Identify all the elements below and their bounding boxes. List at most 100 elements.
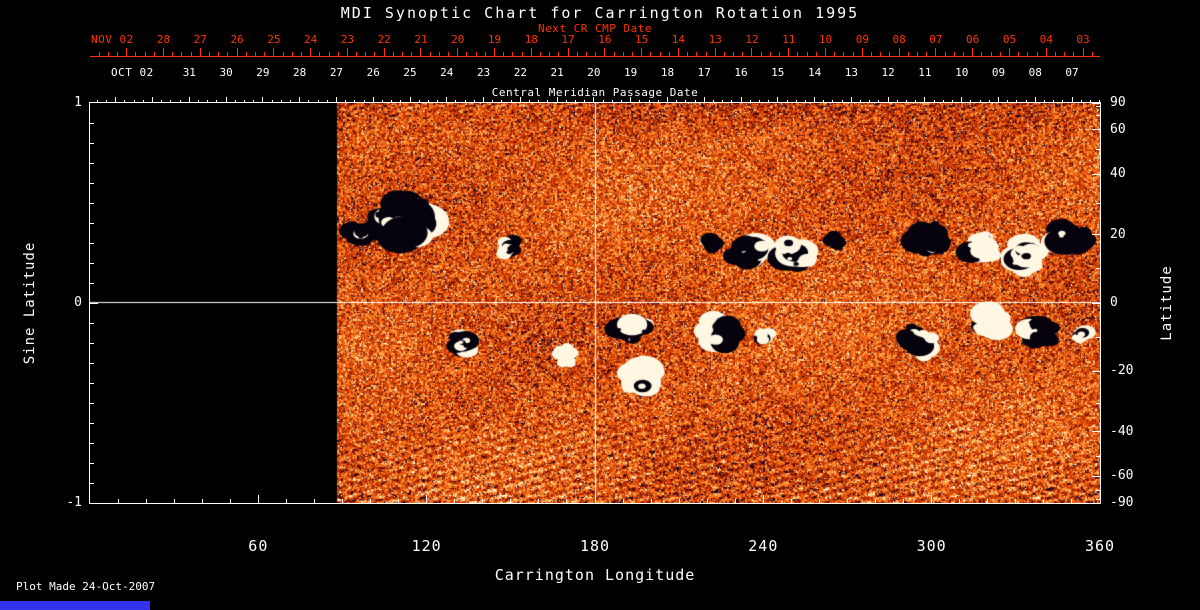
latitude-tick-label: 20 (1110, 226, 1126, 242)
cmp-day-label: 11 (918, 66, 932, 79)
cmp-axis-tick (529, 100, 531, 103)
next-cr-axis-tick (751, 48, 753, 56)
next-cr-day-label: 23 (340, 33, 355, 46)
cmp-month-label: OCT 02 (111, 66, 154, 79)
latitude-tick (1096, 114, 1100, 116)
cmp-axis-tick (924, 97, 926, 103)
sine-latitude-tick (90, 222, 94, 224)
cmp-axis-tick (289, 100, 291, 103)
next-cr-axis-tick (999, 52, 1001, 56)
sine-latitude-tick (90, 382, 94, 384)
next-cr-axis-tick (273, 48, 275, 56)
cmp-axis-tick (326, 100, 328, 103)
next-cr-axis-tick (264, 52, 266, 56)
next-cr-axis-tick (1008, 48, 1010, 56)
cmp-day-label: 10 (955, 66, 969, 79)
central-meridian-passage-date-axis-label: Central Meridian Passage Date (491, 86, 699, 99)
cmp-day-label: 19 (624, 66, 638, 79)
next-cr-axis-tick (1082, 48, 1084, 56)
next-cr-axis-tick (834, 52, 836, 56)
x-axis-tick (734, 499, 736, 503)
cmp-axis-tick (473, 100, 475, 103)
cmp-axis-tick (639, 100, 641, 103)
cmp-axis-tick (1007, 100, 1009, 103)
cmp-day-label: 26 (366, 66, 380, 79)
sine-latitude-tick-label: 0 (74, 295, 82, 310)
cmp-axis-tick (942, 100, 944, 103)
cmp-axis-tick (860, 100, 862, 103)
cmp-axis-tick (804, 100, 806, 103)
cmp-axis-tick (391, 100, 393, 103)
sine-latitude-tick (90, 322, 94, 324)
x-axis-tick (285, 499, 287, 503)
sine-latitude-tick (90, 202, 94, 204)
cmp-axis-tick (271, 100, 273, 103)
next-cr-axis-tick (907, 52, 909, 56)
sine-latitude-tick (90, 342, 94, 344)
latitude-tick-label: 0 (1110, 295, 1118, 310)
cmp-day-label: 25 (403, 66, 417, 79)
cmp-axis-tick (814, 97, 816, 103)
next-cr-axis-tick (1045, 48, 1047, 56)
cmp-axis-tick (1080, 100, 1082, 103)
cmp-axis-tick (510, 100, 512, 103)
next-cr-axis-tick (530, 48, 532, 56)
chart-title: MDI Synoptic Chart for Carrington Rotati… (340, 4, 860, 22)
cmp-axis-tick (519, 97, 521, 103)
sine-latitude-tick (90, 242, 94, 244)
cmp-axis-tick (777, 97, 779, 103)
next-cr-axis-tick (825, 48, 827, 56)
next-cr-axis-tick (153, 52, 155, 56)
cmp-axis-tick (198, 100, 199, 103)
sine-latitude-tick (90, 402, 94, 404)
cmp-axis-tick (657, 100, 659, 103)
next-cr-axis-tick (604, 48, 606, 56)
cmp-axis-tick (961, 97, 963, 103)
cmp-axis-tick (124, 100, 126, 103)
x-axis-tick (538, 499, 540, 503)
sine-latitude-tick (90, 262, 94, 264)
next-cr-axis-tick (576, 52, 578, 56)
cmp-axis-tick (933, 100, 935, 103)
sine-latitude-tick (90, 482, 94, 484)
sine-latitude-tick-label: 1 (74, 95, 82, 110)
cmp-axis-tick (832, 100, 834, 103)
x-axis-tick (847, 499, 848, 503)
next-cr-axis-tick (558, 52, 560, 56)
next-cr-axis-tick (475, 52, 477, 56)
next-cr-axis-tick (135, 52, 137, 56)
cmp-axis-tick (620, 100, 622, 103)
next-cr-day-label: 08 (892, 33, 906, 46)
cmp-axis-tick (988, 100, 990, 103)
cmp-axis-tick (152, 97, 154, 103)
next-cr-day-label: 24 (304, 33, 318, 46)
next-cr-axis-tick (494, 48, 496, 56)
cmp-axis-tick (299, 97, 301, 103)
cmp-day-label: 22 (513, 66, 527, 79)
cmp-axis-tick (768, 100, 770, 103)
cmp-axis-tick (381, 100, 383, 103)
next-cr-axis-tick (852, 52, 854, 56)
next-cr-axis-tick (769, 52, 771, 56)
latitude-tick-label: 40 (1110, 166, 1126, 182)
next-cr-axis-tick (990, 52, 992, 56)
cmp-axis-tick (749, 100, 751, 103)
next-cr-day-label: 22 (377, 33, 391, 46)
cmp-axis-tick (372, 97, 374, 103)
sine-latitude-tick (90, 162, 94, 164)
next-cr-axis-tick (411, 52, 413, 56)
next-cr-axis-tick (723, 52, 725, 56)
cmp-axis-tick (418, 100, 420, 103)
next-cr-axis-tick (659, 52, 661, 56)
sine-latitude-tick (90, 182, 94, 184)
latitude-tick (1096, 105, 1100, 107)
next-cr-axis-tick (346, 48, 348, 56)
x-axis-tick-label: 120 (411, 537, 442, 555)
next-cr-axis-tick (540, 52, 541, 56)
x-axis-tick (566, 499, 568, 503)
cmp-axis-tick (335, 97, 337, 103)
cmp-axis-tick (1062, 100, 1064, 103)
sine-latitude-tick (90, 462, 94, 464)
latitude-tick-label: -60 (1110, 468, 1134, 484)
